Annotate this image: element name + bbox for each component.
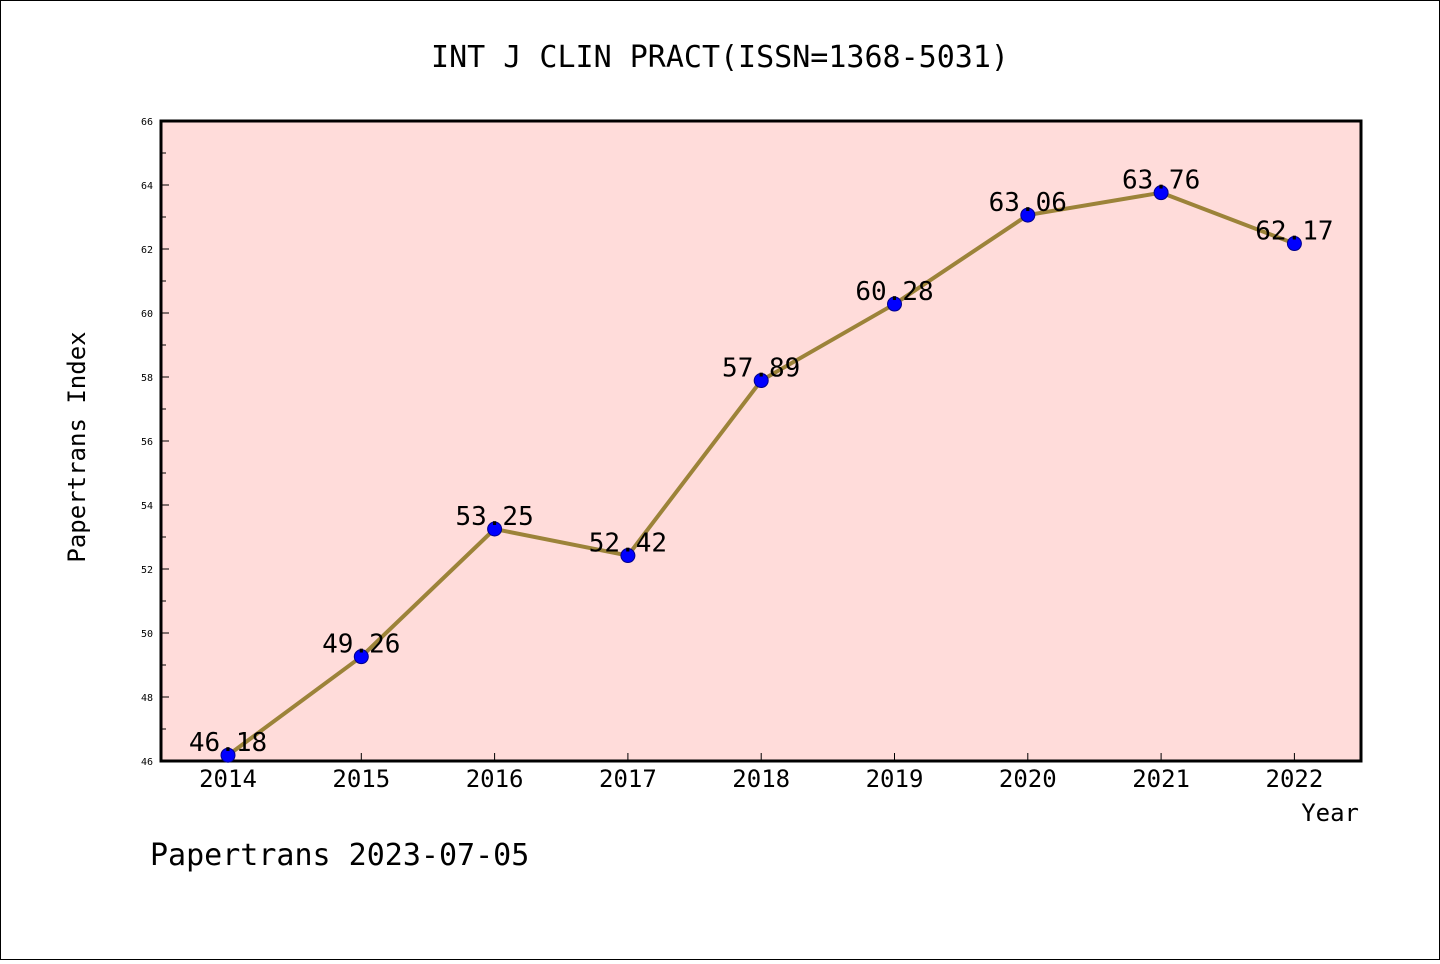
data-label: 57.89 [722,354,800,384]
x-tick-label: 2022 [1266,765,1324,793]
data-label: 53.25 [455,502,533,532]
data-label: 63.76 [1122,166,1200,196]
y-tick-label: 46 [141,757,153,768]
data-point [1153,185,1169,201]
y-tick-label: 54 [141,501,153,512]
y-tick-label: 64 [141,181,153,192]
chart-title: INT J CLIN PRACT(ISSN=1368-5031) [431,40,1009,75]
data-point [887,296,902,312]
data-point [1286,236,1302,252]
y-axis-title: Papertrans Index [63,331,91,562]
y-tick-label: 56 [141,437,153,448]
x-tick-label: 2015 [332,765,390,793]
data-label: 46.18 [189,728,267,758]
y-tick-label: 58 [141,373,153,384]
x-tick-label: 2020 [999,765,1057,793]
x-tick-label: 2021 [1132,765,1190,793]
footer-text: Papertrans 2023-07-05 [150,838,529,873]
data-label: 63.06 [989,188,1067,218]
y-tick-label: 50 [141,629,153,640]
x-axis-title: Year [1301,799,1359,827]
y-tick-label: 52 [141,565,153,576]
data-point [1020,207,1036,223]
y-axis: 46 48 50 52 54 56 58 60 62 64 66 [141,117,169,768]
x-axis: 2014 2015 2016 2017 2018 2019 2020 2021 2022 [199,753,1323,793]
data-point [353,649,369,665]
data-point [753,373,769,389]
x-tick-label: 2019 [866,765,924,793]
data-labels: 46.18 49.26 53.25 52.42 57.89 60.28 63.06 63.76… [189,166,1334,759]
x-tick-label: 2018 [732,765,790,793]
x-tick-label: 2017 [599,765,657,793]
plot-area [159,119,1363,763]
data-label: 49.26 [322,630,400,660]
x-tick-label: 2014 [199,765,257,793]
y-tick-label: 48 [141,693,153,704]
data-markers [220,185,1302,763]
y-tick-label: 62 [141,245,153,256]
data-label: 52.42 [589,529,667,559]
data-label: 60.28 [855,277,933,307]
data-point [220,747,236,763]
data-label: 62.17 [1255,217,1333,247]
y-tick-label: 60 [141,309,153,320]
data-point [620,548,636,564]
data-point [487,521,503,537]
y-tick-label: 66 [141,117,153,128]
x-tick-label: 2016 [466,765,524,793]
